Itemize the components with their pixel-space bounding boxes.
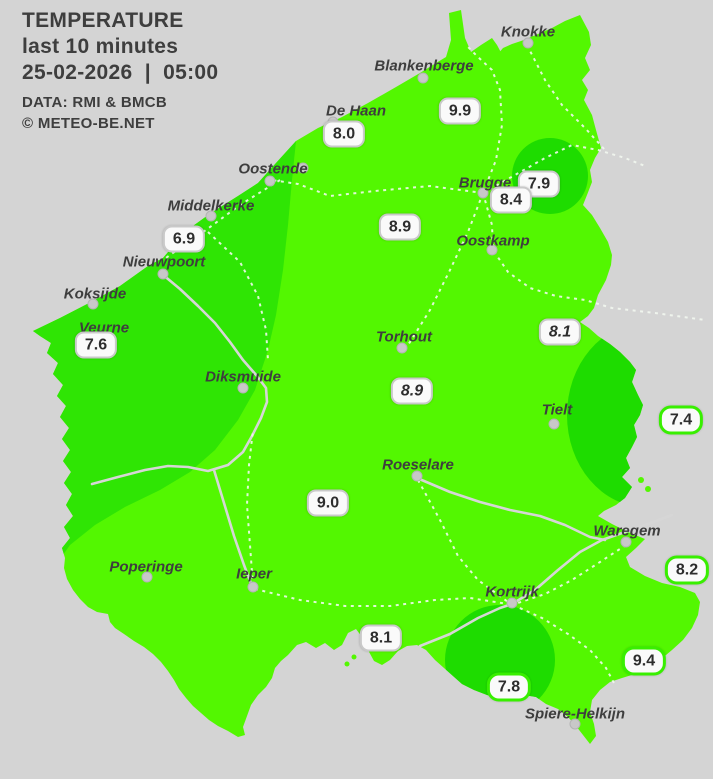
map-header: TEMPERATURE last 10 minutes 25-02-2026 |… [22,8,218,134]
kortrijk-cold-spot [445,605,555,715]
brugge-cold-spot [512,138,588,214]
datetime-text: 25-02-2026 | 05:00 [22,61,219,84]
page-title: TEMPERATURE [22,9,184,32]
copyright-text: © METEO-BE.NET [22,115,155,132]
data-source-text: DATA: RMI & BMCB [22,94,168,111]
page-subtitle: last 10 minutes [22,35,179,58]
border-islands [344,477,651,667]
river-lines [90,272,674,648]
